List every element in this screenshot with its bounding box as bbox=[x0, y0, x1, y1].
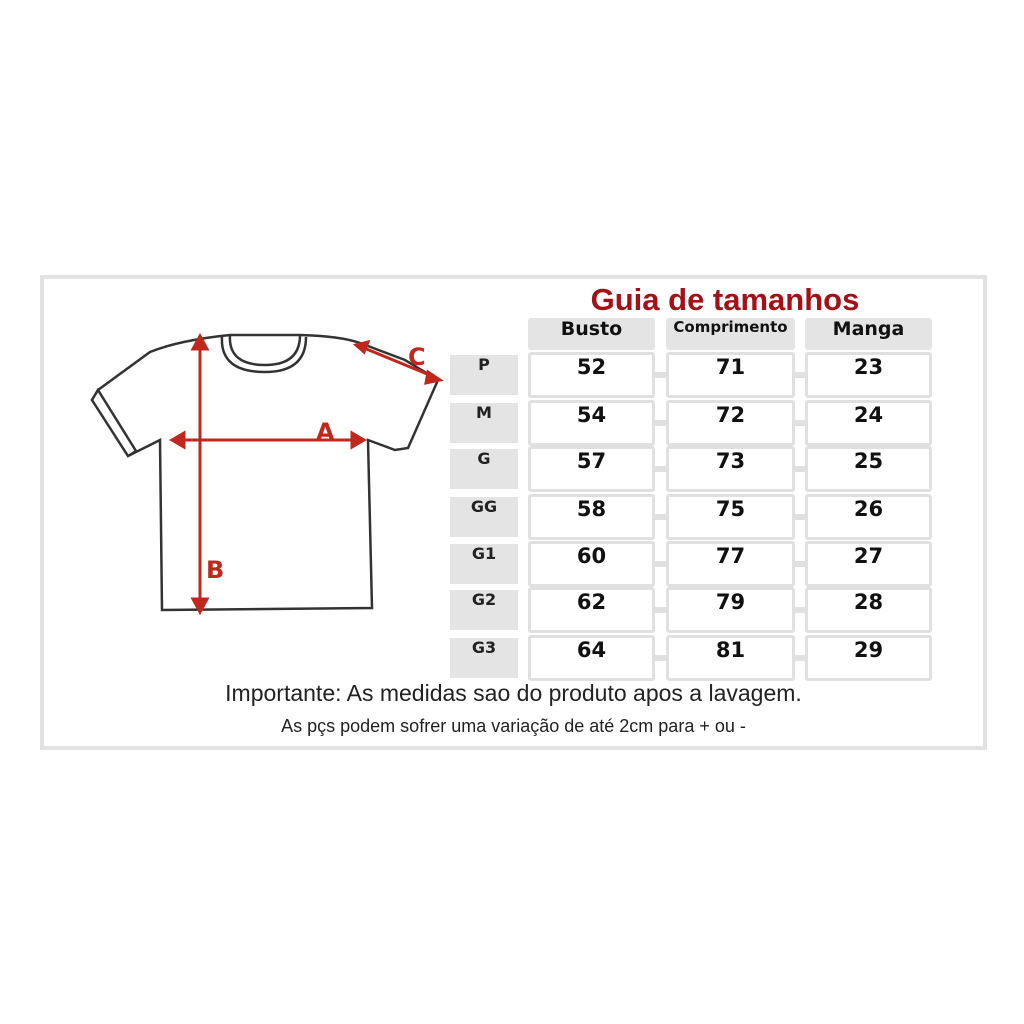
cell-connector bbox=[655, 372, 666, 378]
table-cell: 25 bbox=[805, 446, 932, 492]
important-note: Importante: As medidas sao do produto ap… bbox=[225, 680, 802, 706]
cell-connector bbox=[795, 466, 805, 472]
cell-connector bbox=[795, 420, 805, 426]
size-label: M bbox=[450, 403, 518, 443]
cell-connector bbox=[655, 466, 666, 472]
table-cell: 62 bbox=[528, 587, 655, 633]
arrow-c bbox=[363, 346, 433, 378]
tshirt-outline bbox=[90, 333, 440, 612]
table-cell: 79 bbox=[666, 587, 795, 633]
column-header: Manga bbox=[805, 318, 932, 350]
label-a: A bbox=[316, 418, 335, 446]
cell-connector bbox=[655, 561, 666, 567]
cell-connector bbox=[795, 514, 805, 520]
size-label: G3 bbox=[450, 638, 518, 678]
table-cell: 81 bbox=[666, 635, 795, 681]
size-label: GG bbox=[450, 497, 518, 537]
size-label: P bbox=[450, 355, 518, 395]
table-cell: 54 bbox=[528, 400, 655, 446]
variation-note: As pçs podem sofrer uma variação de até … bbox=[281, 716, 746, 736]
cell-connector bbox=[795, 561, 805, 567]
cell-connector bbox=[795, 607, 805, 613]
table-cell: 29 bbox=[805, 635, 932, 681]
table-cell: 73 bbox=[666, 446, 795, 492]
size-label: G2 bbox=[450, 590, 518, 630]
size-label: G1 bbox=[450, 544, 518, 584]
table-cell: 60 bbox=[528, 541, 655, 587]
size-label: G bbox=[450, 449, 518, 489]
cell-connector bbox=[795, 372, 805, 378]
column-header: Busto bbox=[528, 318, 655, 350]
column-header: Comprimento bbox=[666, 318, 795, 350]
tshirt-diagram: A B C bbox=[90, 332, 444, 616]
table-cell: 72 bbox=[666, 400, 795, 446]
table-cell: 77 bbox=[666, 541, 795, 587]
table-cell: 71 bbox=[666, 352, 795, 398]
page-title: Guia de tamanhos bbox=[590, 282, 860, 317]
cell-connector bbox=[655, 420, 666, 426]
label-c: C bbox=[408, 343, 426, 371]
table-cell: 27 bbox=[805, 541, 932, 587]
table-cell: 64 bbox=[528, 635, 655, 681]
cell-connector bbox=[655, 607, 666, 613]
table-cell: 24 bbox=[805, 400, 932, 446]
cell-connector bbox=[795, 655, 805, 661]
cell-connector bbox=[655, 655, 666, 661]
table-cell: 52 bbox=[528, 352, 655, 398]
table-cell: 23 bbox=[805, 352, 932, 398]
table-cell: 26 bbox=[805, 494, 932, 540]
cell-connector bbox=[655, 514, 666, 520]
table-cell: 28 bbox=[805, 587, 932, 633]
table-cell: 57 bbox=[528, 446, 655, 492]
table-cell: 58 bbox=[528, 494, 655, 540]
table-cell: 75 bbox=[666, 494, 795, 540]
label-b: B bbox=[206, 556, 224, 584]
